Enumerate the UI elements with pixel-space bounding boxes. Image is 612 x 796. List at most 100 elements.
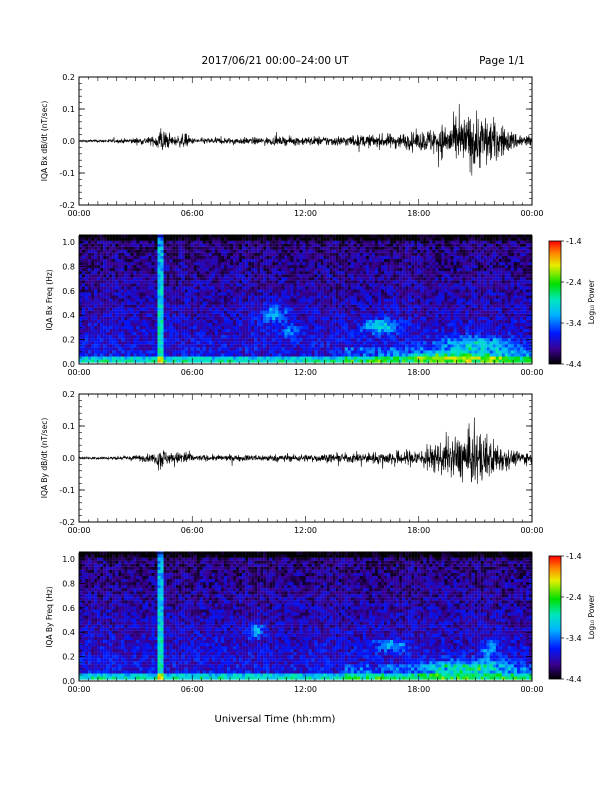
heatmap-cell — [197, 277, 200, 280]
heatmap-cell — [218, 341, 221, 344]
heatmap-cell — [100, 244, 103, 247]
heatmap-cell — [333, 320, 336, 323]
heatmap-cell — [173, 283, 176, 286]
heatmap-cell — [327, 347, 330, 350]
heatmap-cell — [203, 356, 206, 359]
heatmap-cell — [390, 302, 393, 305]
heatmap-cell — [188, 298, 191, 301]
heatmap-cell — [170, 326, 173, 329]
heatmap-cell — [324, 250, 327, 253]
heatmap-cell — [290, 238, 293, 241]
heatmap-cell — [94, 350, 97, 353]
heatmap-cell — [254, 262, 257, 265]
heatmap-cell — [302, 298, 305, 301]
heatmap-cell — [145, 311, 148, 314]
heatmap-cell — [221, 326, 224, 329]
heatmap-cell — [233, 332, 236, 335]
heatmap-cell — [269, 241, 272, 244]
heatmap-cell — [360, 250, 363, 253]
heatmap-cell — [324, 289, 327, 292]
heatmap-cell — [167, 247, 170, 250]
heatmap-cell — [100, 250, 103, 253]
heatmap-cell — [408, 286, 411, 289]
heatmap-cell — [393, 353, 396, 356]
heatmap-cell — [209, 241, 212, 244]
heatmap-cell — [420, 283, 423, 286]
heatmap-cell — [173, 350, 176, 353]
heatmap-cell — [342, 280, 345, 283]
heatmap-cell — [390, 286, 393, 289]
heatmap-cell — [411, 353, 414, 356]
heatmap-cell — [402, 347, 405, 350]
heatmap-cell — [417, 314, 420, 317]
heatmap-cell — [363, 268, 366, 271]
heatmap-cell — [414, 292, 417, 295]
heatmap-cell — [148, 298, 151, 301]
heatmap-cell — [384, 314, 387, 317]
heatmap-cell — [351, 292, 354, 295]
heatmap-cell — [372, 341, 375, 344]
heatmap-cell — [266, 317, 269, 320]
heatmap-cell — [221, 308, 224, 311]
heatmap-cell — [420, 350, 423, 353]
heatmap-cell — [88, 344, 91, 347]
heatmap-cell — [372, 292, 375, 295]
heatmap-cell — [85, 289, 88, 292]
x-tick-label: 18:00 — [407, 209, 430, 218]
heatmap-cell — [402, 353, 405, 356]
heatmap-cell — [290, 344, 293, 347]
heatmap-cell — [348, 314, 351, 317]
heatmap-cell — [269, 289, 272, 292]
heatmap-cell — [293, 320, 296, 323]
heatmap-cell — [106, 305, 109, 308]
heatmap-cell — [136, 274, 139, 277]
heatmap-cell — [381, 241, 384, 244]
heatmap-cell — [227, 295, 230, 298]
heatmap-cell — [227, 238, 230, 241]
heatmap-cell — [324, 253, 327, 256]
heatmap-cell — [148, 335, 151, 338]
heatmap-cell — [248, 344, 251, 347]
heatmap-cell — [312, 344, 315, 347]
heatmap-cell — [354, 292, 357, 295]
heatmap-cell — [112, 289, 115, 292]
heatmap-cell — [209, 305, 212, 308]
heatmap-cell — [233, 320, 236, 323]
heatmap-cell — [306, 341, 309, 344]
heatmap-cell — [179, 274, 182, 277]
heatmap-cell — [396, 356, 399, 359]
heatmap-cell — [312, 286, 315, 289]
heatmap-cell — [194, 286, 197, 289]
heatmap-cell — [139, 347, 142, 350]
heatmap-cell — [97, 332, 100, 335]
heatmap-cell — [212, 317, 215, 320]
heatmap-cell — [263, 332, 266, 335]
heatmap-cell — [375, 274, 378, 277]
heatmap-cell — [170, 341, 173, 344]
heatmap-cell — [124, 283, 127, 286]
heatmap-cell — [200, 241, 203, 244]
heatmap-cell — [145, 256, 148, 259]
heatmap-cell — [155, 335, 158, 338]
heatmap-cell — [158, 320, 161, 323]
heatmap-cell — [142, 344, 145, 347]
heatmap-cell — [167, 241, 170, 244]
heatmap-cell — [82, 320, 85, 323]
heatmap-cell — [112, 274, 115, 277]
heatmap-cell — [161, 350, 164, 353]
heatmap-cell — [167, 341, 170, 344]
heatmap-cell — [293, 344, 296, 347]
heatmap-cell — [203, 277, 206, 280]
heatmap-cell — [357, 359, 360, 362]
heatmap-cell — [206, 277, 209, 280]
heatmap-cell — [167, 298, 170, 301]
heatmap-cell — [139, 247, 142, 250]
heatmap-cell — [287, 250, 290, 253]
heatmap-cell — [182, 320, 185, 323]
heatmap-cell — [130, 247, 133, 250]
heatmap-cell — [233, 347, 236, 350]
heatmap-cell — [281, 286, 284, 289]
heatmap-cell — [384, 323, 387, 326]
heatmap-cell — [417, 256, 420, 259]
heatmap-cell — [121, 274, 124, 277]
